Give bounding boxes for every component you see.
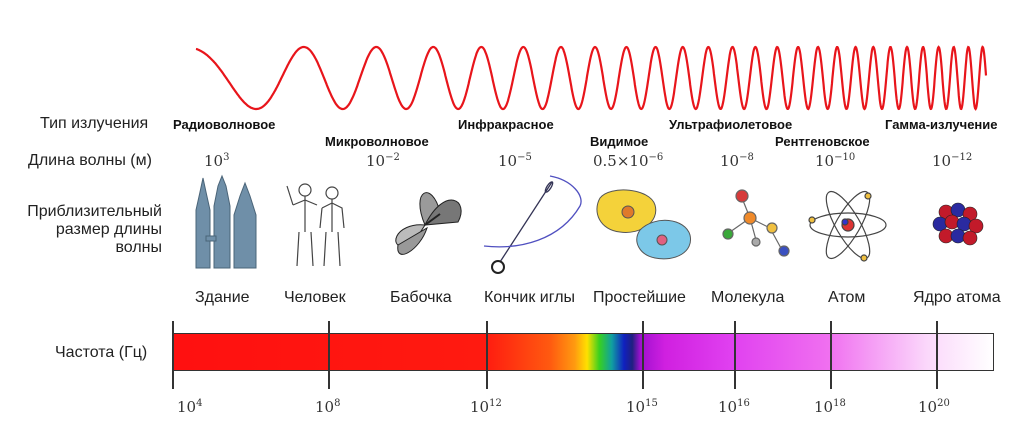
frequency-tick bbox=[642, 321, 644, 389]
frequency-tick bbox=[172, 321, 174, 389]
wavelength-value: 10−5 bbox=[498, 152, 532, 170]
atom-icon bbox=[808, 190, 887, 262]
wavelength-value: 10−2 bbox=[366, 152, 400, 170]
wavelength-value: 10−12 bbox=[932, 152, 973, 170]
object-human: Человек bbox=[284, 289, 346, 306]
frequency-value: 1016 bbox=[718, 398, 750, 416]
label-radiation-type: Тип излучения bbox=[40, 115, 149, 132]
frequency-value: 108 bbox=[315, 398, 341, 416]
frequency-tick bbox=[830, 321, 832, 389]
butterfly-icon bbox=[395, 192, 462, 255]
label-wavelength: Длина волны (м) bbox=[28, 152, 152, 169]
frequency-tick bbox=[734, 321, 736, 389]
wavelength-value: 0.5×10−6 bbox=[593, 152, 664, 170]
label-approx-size-line1: Приблизительный bbox=[27, 203, 162, 220]
frequency-value: 1020 bbox=[918, 398, 950, 416]
object-protozoa: Простейшие bbox=[593, 289, 686, 306]
frequency-value: 104 bbox=[177, 398, 203, 416]
frequency-value: 1018 bbox=[814, 398, 846, 416]
wavelength-wave bbox=[195, 45, 988, 111]
radiation-type-ultraviolet: Ультрафиолетовое bbox=[669, 117, 793, 132]
label-frequency: Частота (Гц) bbox=[55, 344, 148, 361]
object-building: Здание bbox=[195, 289, 250, 306]
radiation-type-gamma: Гамма-излучение bbox=[885, 117, 998, 132]
frequency-tick bbox=[328, 321, 330, 389]
frequency-tick bbox=[486, 321, 488, 389]
radiation-type-radio: Радиоволновое bbox=[173, 117, 276, 132]
wavelength-value: 10−10 bbox=[815, 152, 856, 170]
label-approx-size-line3: волны bbox=[115, 239, 162, 256]
radiation-type-xray: Рентгеновское bbox=[775, 134, 870, 149]
frequency-value: 1012 bbox=[470, 398, 502, 416]
radiation-type-visible: Видимое bbox=[590, 134, 649, 149]
object-atom: Атом bbox=[828, 289, 866, 306]
object-butterfly: Бабочка bbox=[390, 289, 452, 306]
frequency-value: 1015 bbox=[626, 398, 658, 416]
label-approx-size-line2: размер длины bbox=[55, 221, 162, 238]
frequency-tick bbox=[936, 321, 938, 389]
radiation-type-infrared: Инфракрасное bbox=[458, 117, 554, 132]
wavelength-value: 103 bbox=[204, 152, 230, 170]
nucleus-icon bbox=[932, 202, 984, 246]
object-molecule: Молекула bbox=[711, 289, 785, 306]
building-icon bbox=[195, 174, 257, 269]
wavelength-value: 10−8 bbox=[720, 152, 754, 170]
frequency-spectrum-bar bbox=[172, 333, 994, 371]
molecule-icon bbox=[722, 189, 790, 257]
protozoa-icon bbox=[596, 189, 691, 260]
radiation-type-microwave: Микроволновое bbox=[325, 134, 429, 149]
label-approx-size: Приблизительный размер длины волны bbox=[0, 203, 162, 257]
needle-icon bbox=[483, 175, 582, 274]
human-icon bbox=[286, 183, 345, 267]
object-nucleus: Ядро атома bbox=[913, 289, 1001, 306]
object-needle: Кончик иглы bbox=[484, 289, 576, 306]
